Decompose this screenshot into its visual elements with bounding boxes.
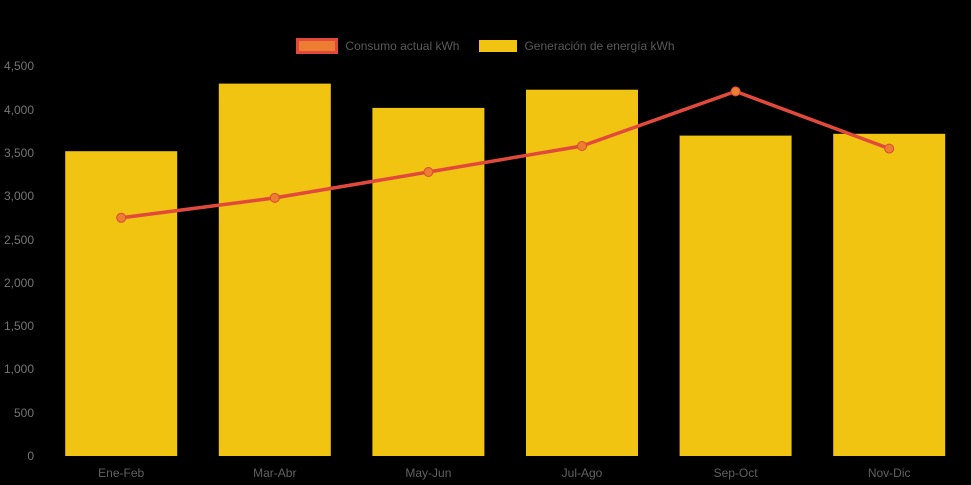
y-tick-label-4500: 4,500 [3,59,34,74]
x-tick-label-Nov-Dic: Nov-Dic [867,466,911,480]
y-axis: 0 500 1,000 1,500 2,000 2,500 3,000 3,500 4,000 4… [0,0,34,485]
line-point-Sep-Oct[interactable] [730,86,741,97]
y-tick-label-3500: 3,500 [3,145,34,160]
x-tick-label-Ene-Feb: Ene-Feb [98,466,145,480]
line-point-Mar-Abr[interactable] [269,192,280,203]
legend-label-generacion: Generación de energía kWh [524,39,675,53]
bar-generacion-Mar-Abr[interactable] [218,83,331,456]
x-tick-label-Jul-Ago: Jul-Ago [561,466,603,480]
line-point-Jul-Ago[interactable] [577,141,587,151]
legend-swatch-bar-icon [479,40,518,52]
y-tick-label-1500: 1,500 [3,319,34,334]
y-tick-label-1000: 1,000 [3,362,34,377]
legend-label-consumo: Consumo actual kWh [345,39,460,53]
y-tick-label-2500: 2,500 [3,232,34,247]
y-tick-label-500: 500 [13,405,34,420]
x-tick-label-Mar-Abr: Mar-Abr [253,466,297,480]
legend-swatch-line-icon [296,38,339,54]
line-point-Ene-Feb[interactable] [116,212,127,223]
x-tick-label-Sep-Oct: Sep-Oct [713,466,758,480]
y-tick-label-4000: 4,000 [3,102,34,117]
legend: Consumo actual kWh Generación de energía… [0,38,971,54]
legend-item-generacion-energia[interactable]: Generación de energía kWh [479,39,675,53]
bar-generacion-Nov-Dic[interactable] [833,133,946,457]
line-point-Nov-Dic[interactable] [884,143,895,154]
legend-item-consumo-actual[interactable]: Consumo actual kWh [296,38,459,54]
y-tick-label-3000: 3,000 [3,189,34,204]
bar-generacion-Ene-Feb[interactable] [65,151,178,456]
consumo-line[interactable] [120,89,890,220]
y-tick-label-2000: 2,000 [3,275,34,290]
line-point-May-Jun[interactable] [423,167,434,177]
bar-generacion-Sep-Oct[interactable] [679,135,792,456]
x-tick-label-May-Jun: May-Jun [405,466,452,480]
y-tick-label-0: 0 [27,449,34,463]
